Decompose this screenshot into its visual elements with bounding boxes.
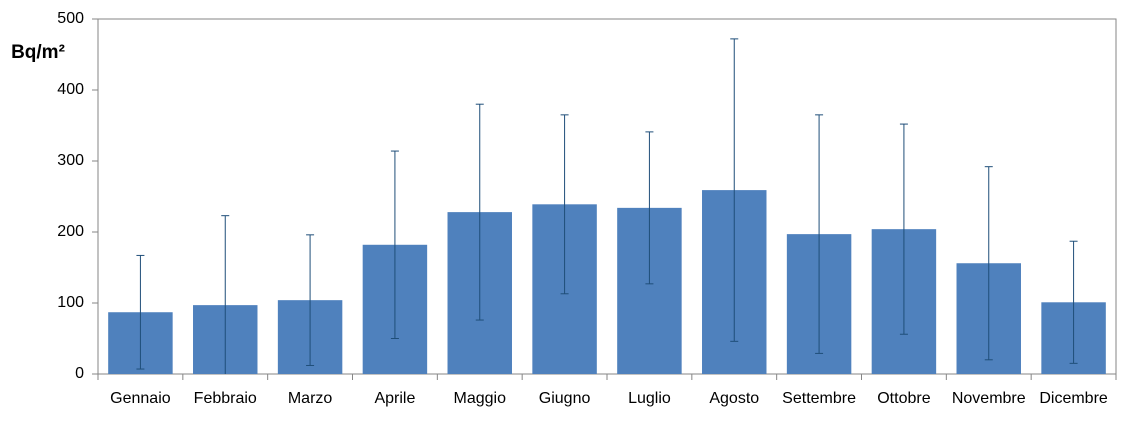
x-tick-label: Gennaio — [110, 390, 171, 407]
x-tick-label: Luglio — [628, 390, 671, 407]
x-tick-label: Aprile — [374, 390, 415, 407]
x-tick-label: Giugno — [539, 390, 591, 407]
plot-area — [108, 38, 1106, 374]
x-tick-label: Agosto — [709, 390, 759, 407]
x-tick-label: Settembre — [782, 390, 856, 407]
error-bar — [1069, 240, 1078, 364]
y-tick-label: 100 — [57, 294, 84, 311]
y-tick-label: 500 — [57, 10, 84, 27]
y-tick-label: 0 — [75, 365, 84, 382]
error-bar — [815, 114, 824, 354]
error-bar — [306, 234, 315, 366]
y-tick-label: 300 — [57, 152, 84, 169]
x-tick-label: Febbraio — [194, 390, 257, 407]
x-tick-label: Novembre — [952, 390, 1026, 407]
error-bar — [221, 215, 230, 374]
y-axis-label: Bq/m² — [11, 42, 65, 63]
error-bar — [560, 114, 569, 295]
error-bar — [730, 38, 739, 342]
y-tick-label: 200 — [57, 223, 84, 240]
error-bar — [475, 103, 484, 321]
error-bar — [136, 254, 145, 370]
error-bar — [645, 131, 654, 285]
y-tick-label: 400 — [57, 81, 84, 98]
error-bar — [899, 123, 908, 335]
x-tick-label: Dicembre — [1039, 390, 1108, 407]
x-tick-label: Maggio — [454, 390, 507, 407]
x-tick-label: Ottobre — [877, 390, 930, 407]
error-bar — [984, 166, 993, 361]
x-tick-label: Marzo — [288, 390, 333, 407]
error-bar — [390, 150, 399, 339]
